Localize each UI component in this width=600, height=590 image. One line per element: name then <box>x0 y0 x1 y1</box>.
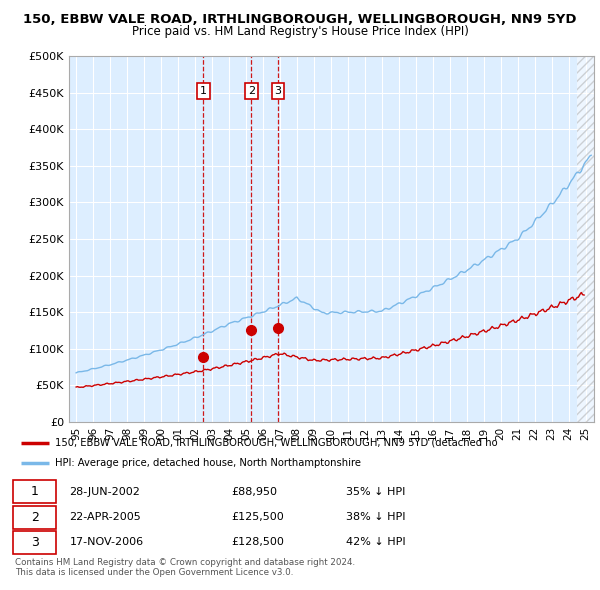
Text: £88,950: £88,950 <box>231 487 277 497</box>
Text: 38% ↓ HPI: 38% ↓ HPI <box>346 512 406 522</box>
Text: Price paid vs. HM Land Registry's House Price Index (HPI): Price paid vs. HM Land Registry's House … <box>131 25 469 38</box>
Text: 150, EBBW VALE ROAD, IRTHLINGBOROUGH, WELLINGBOROUGH, NN9 5YD (detached ho: 150, EBBW VALE ROAD, IRTHLINGBOROUGH, WE… <box>55 438 498 448</box>
Text: 150, EBBW VALE ROAD, IRTHLINGBOROUGH, WELLINGBOROUGH, NN9 5YD: 150, EBBW VALE ROAD, IRTHLINGBOROUGH, WE… <box>23 13 577 26</box>
Text: 42% ↓ HPI: 42% ↓ HPI <box>346 537 406 548</box>
FancyBboxPatch shape <box>13 480 56 503</box>
Text: 3: 3 <box>31 536 38 549</box>
Text: 2: 2 <box>248 86 255 96</box>
Text: 1: 1 <box>31 485 38 498</box>
Text: This data is licensed under the Open Government Licence v3.0.: This data is licensed under the Open Gov… <box>15 568 293 576</box>
Text: 28-JUN-2002: 28-JUN-2002 <box>70 487 140 497</box>
Text: 17-NOV-2006: 17-NOV-2006 <box>70 537 144 548</box>
Text: Contains HM Land Registry data © Crown copyright and database right 2024.: Contains HM Land Registry data © Crown c… <box>15 558 355 566</box>
Text: 2: 2 <box>31 510 38 523</box>
Text: £128,500: £128,500 <box>231 537 284 548</box>
Text: 1: 1 <box>200 86 207 96</box>
Bar <box>577 56 594 422</box>
Text: HPI: Average price, detached house, North Northamptonshire: HPI: Average price, detached house, Nort… <box>55 458 361 468</box>
Text: 3: 3 <box>274 86 281 96</box>
Text: 35% ↓ HPI: 35% ↓ HPI <box>346 487 406 497</box>
FancyBboxPatch shape <box>13 531 56 554</box>
Text: £125,500: £125,500 <box>231 512 284 522</box>
FancyBboxPatch shape <box>13 506 56 529</box>
Text: 22-APR-2005: 22-APR-2005 <box>70 512 142 522</box>
